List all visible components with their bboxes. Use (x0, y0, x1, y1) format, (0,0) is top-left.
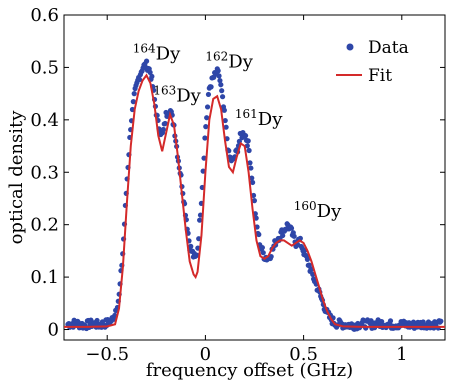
data-point (248, 165, 254, 171)
data-point (253, 215, 259, 221)
data-point (162, 120, 168, 127)
data-point (131, 91, 137, 97)
legend-data-label: Data (368, 38, 409, 58)
data-point (219, 88, 225, 94)
data-point (245, 138, 251, 144)
data-point (197, 217, 203, 223)
data-point (219, 94, 226, 100)
data-point (130, 99, 136, 105)
fit-line (64, 73, 445, 328)
data-point (149, 73, 155, 80)
data-point (260, 250, 266, 256)
data-point (256, 231, 262, 238)
data-point (216, 73, 222, 79)
x-tick-label: 1 (396, 344, 407, 365)
data-point (387, 318, 394, 324)
data-point (280, 232, 286, 239)
data-point (291, 233, 297, 239)
data-point (249, 175, 255, 181)
data-point (221, 107, 227, 113)
data-point (94, 317, 100, 324)
data-point (136, 76, 143, 83)
peak-label: 162Dy (205, 49, 253, 72)
y-axis-label: optical density (6, 110, 27, 245)
x-axis-label: frequency offset (GHz) (146, 360, 353, 381)
y-tick-label: 0.5 (30, 57, 59, 78)
data-point (246, 147, 252, 154)
x-tick-label: 0 (200, 344, 211, 365)
data-point (203, 124, 209, 130)
y-tick-label: 0.2 (30, 215, 59, 236)
data-point (204, 104, 211, 110)
data-point (288, 225, 295, 231)
peak-label: 164Dy (133, 42, 181, 65)
data-point (147, 69, 153, 75)
data-point (304, 256, 311, 262)
x-tick-label: −0.5 (85, 344, 129, 365)
data-point (218, 82, 224, 88)
data-point (247, 160, 253, 166)
data-point (205, 91, 212, 98)
y-tick-label: 0.3 (30, 162, 59, 183)
data-point (244, 143, 250, 149)
y-tick-label: 0 (48, 320, 59, 341)
data-point (188, 243, 194, 249)
legend-data-marker (346, 43, 354, 51)
data-point (217, 77, 223, 84)
data-point (379, 318, 385, 325)
data-point (438, 318, 444, 324)
y-tick-label: 0.4 (30, 110, 59, 131)
legend: Data Fit (336, 38, 409, 86)
peak-label: 163Dy (153, 83, 201, 106)
data-point (201, 155, 207, 161)
data-point (259, 244, 265, 251)
data-point (143, 58, 150, 64)
data-point (208, 84, 214, 90)
data-point (202, 135, 208, 141)
data-point (268, 253, 274, 260)
y-tick-label: 0.6 (30, 5, 59, 26)
data-point (222, 117, 228, 124)
data-point (242, 133, 249, 139)
data-point (223, 124, 229, 130)
peak-label: 161Dy (235, 107, 283, 130)
data-point (88, 317, 94, 323)
data-point (215, 68, 221, 74)
x-tick-label: 0.5 (289, 344, 318, 365)
plot-frame (63, 14, 446, 341)
peak-label: 160Dy (294, 199, 342, 222)
y-tick-label: 0.1 (30, 267, 59, 288)
data-point (204, 115, 210, 121)
data-point (160, 126, 166, 133)
data-point (250, 179, 256, 186)
legend-fit-label: Fit (368, 66, 392, 86)
data-points (65, 58, 444, 332)
data-point (251, 198, 257, 204)
